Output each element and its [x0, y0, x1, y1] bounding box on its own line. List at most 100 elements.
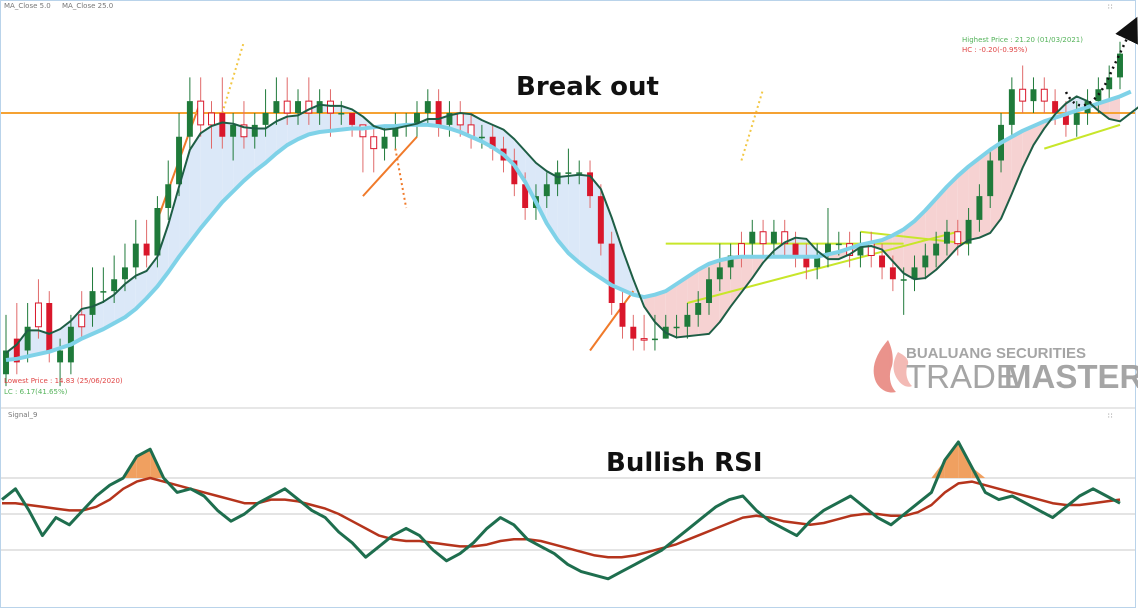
candle-body [273, 101, 280, 113]
ma-cloud-segment [579, 174, 591, 271]
ma-cloud-segment [773, 242, 785, 257]
ma-cloud-segment [946, 175, 958, 260]
ma-cloud-segment [1011, 130, 1023, 194]
candle-body [987, 160, 994, 197]
candle-body [381, 136, 388, 149]
legend-signal[interactable]: Signal_9 [8, 411, 37, 419]
ma-cloud-segment [730, 256, 742, 307]
ma-cloud-segment [882, 235, 893, 262]
candle-body [673, 326, 680, 329]
candle-body [933, 243, 940, 256]
candle-body [424, 101, 431, 113]
ma-cloud-segment [903, 221, 915, 280]
candle-body [619, 303, 626, 327]
candle-body [78, 314, 86, 328]
candle-body [13, 338, 20, 363]
rsi-overbought-fill [136, 449, 151, 478]
candle-body [727, 255, 734, 268]
watermark-logo: BUALUANG SECURITIES TRADE MASTER [873, 340, 1138, 395]
candle-body [165, 184, 172, 208]
candle-body [630, 326, 637, 339]
ma-slow-line [5, 89, 1132, 362]
candle-body [1052, 101, 1059, 113]
ma-cloud-segment [654, 291, 666, 333]
ma-cloud-segment [222, 122, 234, 203]
candle-body [1117, 53, 1123, 78]
ma-cloud-segment [265, 121, 277, 163]
candle-body [716, 267, 723, 280]
pattern-projection [394, 148, 408, 209]
ma-cloud-segment [568, 174, 580, 263]
candle-body [34, 302, 42, 328]
candle-body [208, 112, 215, 126]
candle-body [176, 136, 183, 185]
candle-body [511, 160, 518, 185]
candle-body [414, 113, 420, 125]
flame-icon [873, 340, 896, 393]
pattern-trendline [687, 230, 959, 304]
ma-cloud-segment [557, 175, 569, 254]
candle-body [392, 124, 399, 137]
ma-cloud-segment [535, 162, 547, 224]
legend-ma-fast[interactable]: MA_Close 5.0 [4, 2, 51, 10]
ma-cloud-segment [103, 294, 115, 330]
candle-body [111, 279, 118, 292]
candle-body [857, 243, 864, 256]
ma-cloud-segment [1109, 96, 1120, 122]
ma-cloud-segment [124, 275, 136, 318]
ma-cloud-segment [254, 128, 266, 172]
pattern-trendline [589, 290, 635, 352]
ma-cloud-segment [276, 116, 288, 154]
drag-handle-icon[interactable]: ∷ [1108, 3, 1112, 11]
candle-body [262, 113, 269, 125]
ma-cloud-segment [157, 224, 169, 287]
candle-body [1030, 89, 1037, 102]
candle-body [89, 291, 96, 315]
candle-body [1040, 88, 1048, 102]
candle-body [143, 243, 150, 256]
legend-ma-slow[interactable]: MA_Close 25.0 [62, 2, 113, 10]
candle-body [100, 291, 107, 293]
candle-body [576, 172, 583, 174]
candle-body [370, 136, 378, 150]
candle-body [922, 255, 929, 268]
ma-cloud-segment [179, 149, 190, 257]
ma-cloud-segment [200, 126, 212, 229]
breakout-annotation: Break out [516, 72, 659, 102]
ma-lines-group [5, 89, 1138, 362]
candle-body [326, 100, 334, 114]
candle-body [706, 279, 712, 303]
rsi-group [1, 440, 1135, 581]
candle-body [835, 243, 842, 246]
candle-body [435, 101, 442, 125]
candle-body [186, 101, 193, 137]
candle-body [684, 314, 691, 327]
ma-cloud-segment [168, 186, 180, 273]
candle-body [1073, 113, 1080, 125]
drag-handle-icon[interactable]: ∷ [1108, 412, 1112, 420]
candle-body [825, 243, 831, 256]
candle-body [976, 196, 983, 220]
candle-body [1019, 88, 1027, 102]
candle-body [240, 124, 248, 138]
ma-cloud-segment [211, 122, 223, 216]
candle-body [911, 267, 918, 280]
ma-cloud-segment [298, 109, 309, 140]
bullish-rsi-annotation: Bullish RSI [606, 448, 763, 478]
candle-body [283, 100, 291, 114]
ma-cloud-segment [514, 139, 526, 182]
candle-body [456, 112, 464, 126]
candle-body [803, 255, 810, 268]
candle-body [1008, 89, 1015, 125]
candle-body [543, 184, 550, 197]
ma-cloud-segment [243, 127, 255, 181]
ma-cloud-segment [892, 229, 904, 274]
ma-cloud-segment [287, 115, 299, 146]
candle-body [597, 196, 604, 244]
pattern-trendline [1043, 123, 1121, 150]
candle-body [197, 100, 205, 126]
candle-body [954, 231, 962, 245]
candle-body [770, 231, 777, 244]
